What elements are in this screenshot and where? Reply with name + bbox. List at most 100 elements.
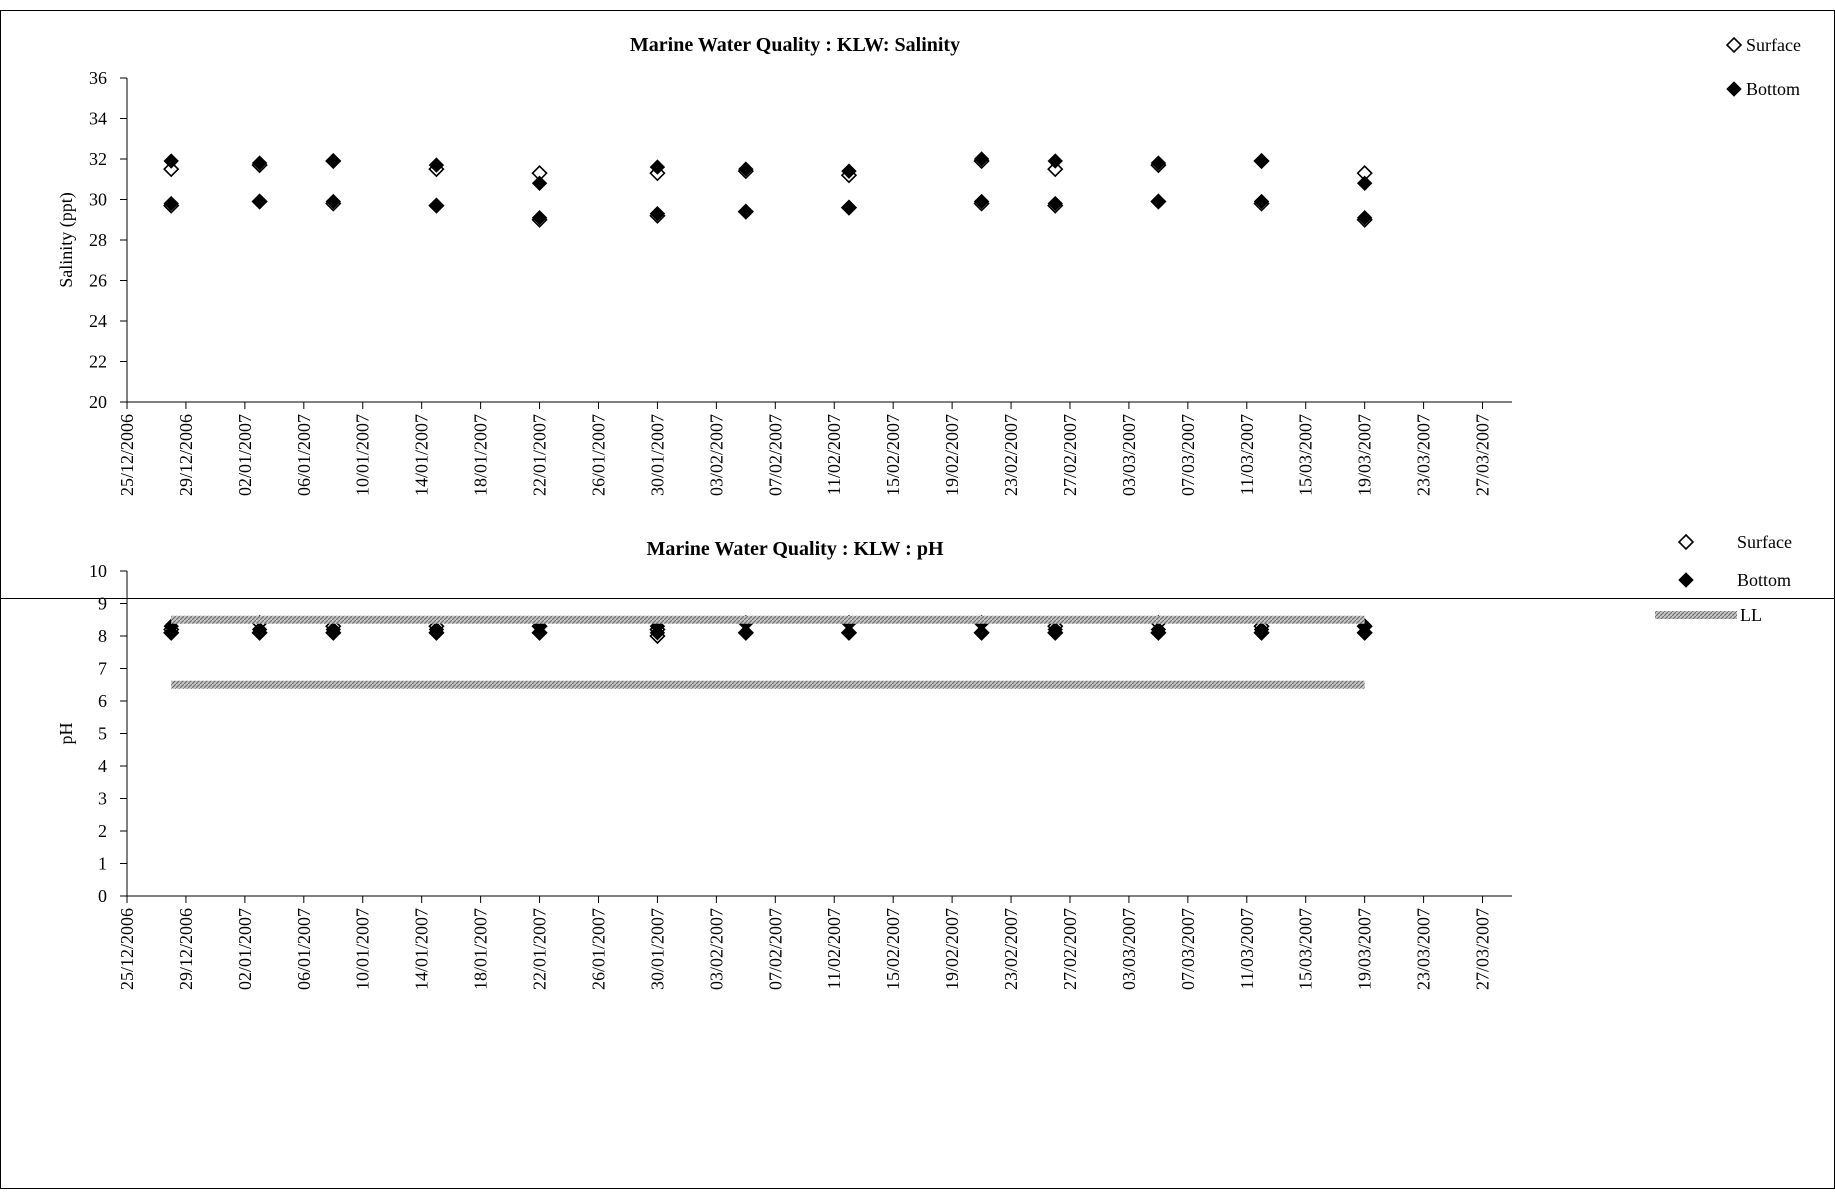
y-tick-label: 34 — [89, 109, 107, 129]
x-tick-label: 07/03/2007 — [1178, 414, 1198, 496]
bottom-point — [531, 625, 548, 641]
x-tick-label: 25/12/2006 — [117, 414, 137, 496]
x-tick-label: 15/03/2007 — [1296, 414, 1316, 496]
x-tick-label: 29/12/2006 — [176, 414, 196, 496]
bottom-point — [1150, 625, 1167, 641]
bottom-point — [325, 193, 341, 210]
legend-ll-swatch — [1655, 611, 1737, 619]
x-tick-label: 07/02/2007 — [765, 414, 785, 496]
y-tick-label: 20 — [89, 392, 107, 412]
bottom-point — [428, 625, 445, 641]
x-tick-label: 18/01/2007 — [471, 414, 491, 496]
chart-1-frame — [0, 10, 1835, 599]
x-tick-label: 11/03/2007 — [1237, 908, 1257, 989]
y-axis-label: Salinity (ppt) — [56, 192, 77, 288]
bottom-point — [531, 210, 548, 226]
bottom-point — [738, 161, 754, 177]
x-tick-label: 03/03/2007 — [1119, 414, 1139, 496]
legend-bottom-marker — [1726, 81, 1742, 97]
y-tick-label: 36 — [89, 68, 107, 88]
y-tick-label: 3 — [98, 789, 107, 809]
legend-label: Surface — [1737, 532, 1792, 552]
x-tick-label: 19/03/2007 — [1355, 908, 1375, 990]
x-tick-label: 15/02/2007 — [883, 414, 903, 496]
x-tick-label: 26/01/2007 — [588, 908, 608, 990]
x-tick-label: 30/01/2007 — [647, 414, 667, 496]
bottom-point — [325, 153, 341, 169]
y-tick-label: 5 — [98, 724, 107, 744]
legend-label: Bottom — [1737, 570, 1791, 590]
y-tick-label: 30 — [89, 190, 107, 210]
y-tick-label: 6 — [98, 691, 107, 711]
bottom-point — [1356, 175, 1373, 192]
bottom-point — [325, 625, 341, 641]
limit-line — [171, 615, 1365, 624]
y-tick-label: 28 — [89, 230, 107, 250]
bottom-point — [251, 193, 268, 210]
bottom-point — [841, 625, 857, 641]
bottom-point — [1047, 625, 1063, 641]
x-tick-label: 25/12/2006 — [117, 908, 137, 990]
x-tick-label: 10/01/2007 — [353, 908, 373, 990]
bottom-point — [841, 199, 857, 216]
surface-point — [163, 160, 180, 178]
y-tick-label: 8 — [98, 626, 107, 646]
x-tick-label: 03/03/2007 — [1119, 908, 1139, 990]
bottom-point — [1356, 210, 1373, 226]
bottom-point — [251, 155, 268, 171]
legend-bottom-marker — [1678, 572, 1694, 588]
legend-surface-marker — [1725, 36, 1743, 54]
x-tick-label: 07/03/2007 — [1178, 908, 1198, 990]
chart-1: Marine Water Quality : KLW: Salinity 20 22… — [56, 34, 1801, 496]
x-tick-label: 23/02/2007 — [1001, 908, 1021, 990]
chart-2: Marine Water Quality : KLW : pH 0 1 2 3 4 5 6 7 8… — [56, 532, 1792, 990]
bottom-point — [973, 151, 990, 167]
bottom-point — [973, 625, 990, 641]
x-tick-label: 30/01/2007 — [647, 908, 667, 990]
surface-point — [1047, 160, 1064, 178]
x-tick-label: 02/01/2007 — [235, 908, 255, 990]
y-tick-label: 9 — [98, 594, 107, 614]
chart-title: Marine Water Quality : KLW: Salinity — [630, 34, 960, 56]
bottom-point — [841, 163, 857, 179]
bottom-point — [1047, 153, 1063, 169]
x-tick-label: 23/02/2007 — [1001, 414, 1021, 496]
x-tick-label: 27/02/2007 — [1060, 414, 1080, 496]
x-tick-label: 22/01/2007 — [530, 908, 550, 990]
y-tick-label: 10 — [89, 561, 107, 581]
bottom-point — [738, 625, 754, 641]
bottom-point — [1356, 625, 1373, 641]
x-tick-label: 27/03/2007 — [1473, 414, 1493, 496]
bottom-point — [738, 203, 754, 220]
x-tick-label: 19/03/2007 — [1355, 414, 1375, 496]
x-tick-label: 19/02/2007 — [942, 908, 962, 990]
bottom-point — [428, 157, 445, 173]
chart-2-frame — [0, 598, 1835, 1189]
y-tick-label: 24 — [89, 311, 107, 331]
x-tick-label: 29/12/2006 — [176, 908, 196, 990]
x-tick-label: 03/02/2007 — [706, 908, 726, 990]
x-tick-label: 14/01/2007 — [412, 414, 432, 496]
y-tick-label: 7 — [98, 659, 107, 679]
x-tick-label: 11/02/2007 — [824, 908, 844, 989]
y-tick-label: 26 — [89, 271, 107, 291]
x-tick-label: 03/02/2007 — [706, 414, 726, 496]
legend-surface-marker — [1677, 533, 1695, 551]
x-tick-label: 27/02/2007 — [1060, 908, 1080, 990]
x-tick-label: 10/01/2007 — [353, 414, 373, 496]
bottom-point — [251, 625, 268, 641]
bottom-point — [1253, 153, 1270, 169]
x-tick-label: 14/01/2007 — [412, 908, 432, 990]
x-tick-label: 07/02/2007 — [765, 908, 785, 990]
legend-label: Bottom — [1746, 79, 1800, 99]
legend-label: Surface — [1746, 35, 1801, 55]
bottom-point — [1253, 193, 1270, 210]
x-tick-label: 27/03/2007 — [1473, 908, 1493, 990]
bottom-point — [649, 625, 666, 641]
bottom-point — [428, 197, 445, 214]
bottom-point — [163, 153, 179, 169]
x-tick-label: 06/01/2007 — [294, 414, 314, 496]
y-tick-label: 2 — [98, 821, 107, 841]
bottom-point — [973, 193, 990, 210]
